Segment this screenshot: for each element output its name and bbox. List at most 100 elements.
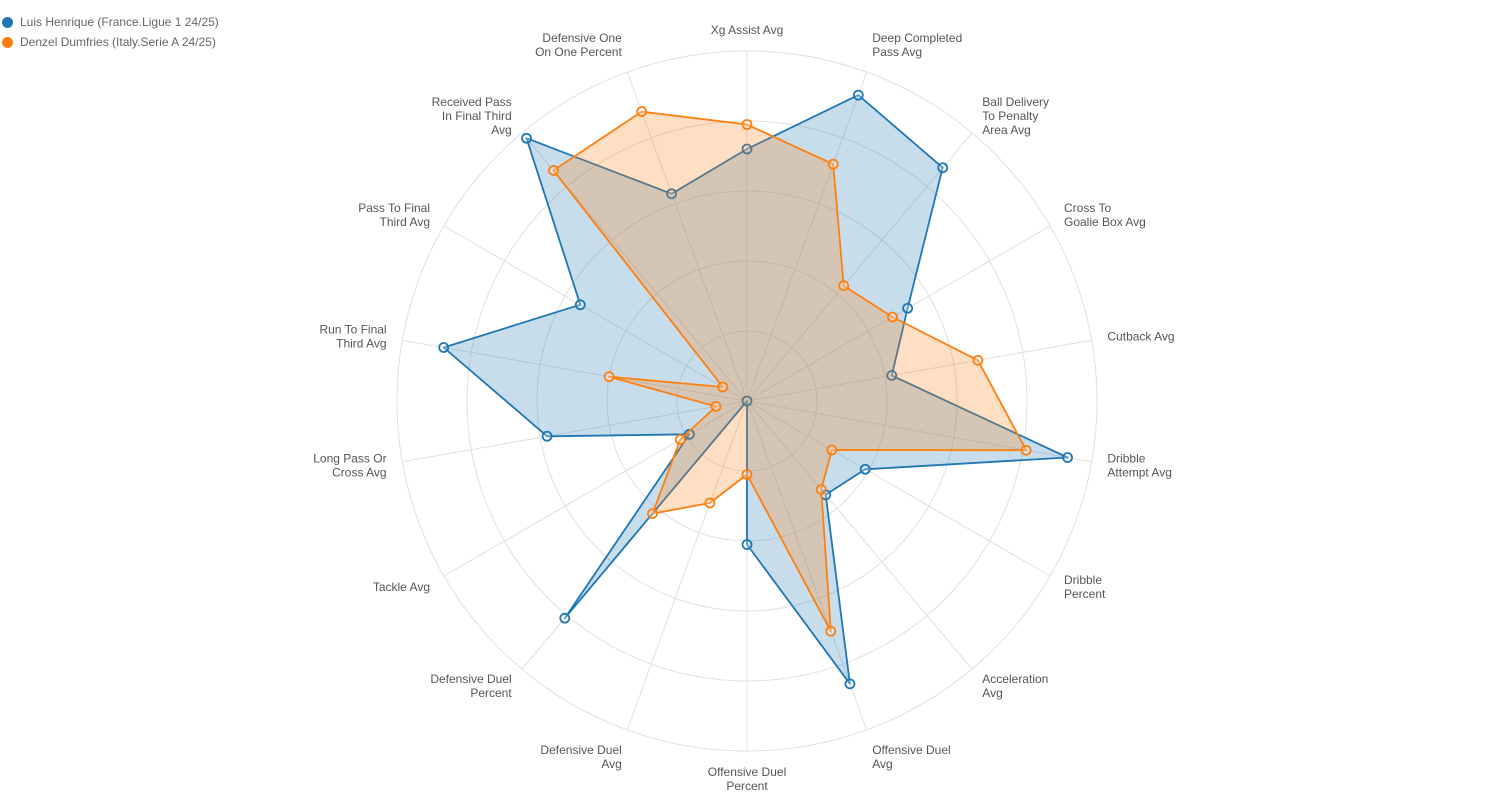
data-point-1-1 — [827, 158, 839, 170]
data-point-1-16 — [548, 165, 559, 176]
data-point-0-10 — [741, 395, 753, 407]
data-point-0-9 — [741, 539, 753, 550]
axis-spoke — [746, 400, 1092, 463]
axis-label-line: Ball Delivery — [982, 95, 1049, 109]
axis-labels: Xg Assist Avg Deep Completed Pass Avg Ball … — [313, 23, 1174, 793]
axis-label-line: Avg — [491, 123, 511, 137]
data-point-0-14 — [438, 342, 450, 353]
data-point-0-11 — [559, 612, 571, 624]
axis-label-line: Pass To Final — [358, 201, 430, 215]
axis-label-line: Avg — [982, 686, 1002, 700]
data-point-1-11 — [647, 508, 658, 520]
axis-label-14: Run To Final Third Avg — [319, 322, 386, 350]
legend: Luis Henrique (France.Ligue 1 24/25) Den… — [2, 12, 219, 52]
data-point-1-2 — [838, 280, 850, 292]
axis-label-line: Cutback Avg — [1107, 329, 1174, 343]
data-point-1-17 — [636, 106, 648, 117]
axis-label-9: Offensive Duel Percent — [708, 765, 787, 793]
axis-label-line: To Penalty — [982, 109, 1038, 123]
axis-label-line: Cross Avg — [332, 466, 386, 480]
axis-label-line: In Final Third — [442, 109, 512, 123]
data-point-1-15 — [717, 381, 729, 393]
data-point-0-15 — [574, 299, 586, 311]
axis-label-12: Tackle Avg — [373, 580, 430, 594]
data-point-1-8 — [825, 625, 837, 637]
data-point-1-9 — [741, 469, 753, 480]
axis-spoke — [746, 132, 973, 402]
axis-spoke — [746, 400, 868, 731]
axis-label-line: Pass Avg — [872, 45, 922, 59]
axis-label-line: Offensive Duel — [708, 765, 787, 779]
data-point-1-0 — [741, 119, 753, 130]
legend-label-luis-henrique: Luis Henrique (France.Ligue 1 24/25) — [20, 15, 219, 29]
axis-label-line: Long Pass Or — [313, 452, 386, 466]
axis-label-line: Percent — [470, 686, 512, 700]
axis-label-line: Xg Assist Avg — [711, 23, 784, 37]
axis-label-line: Acceleration — [982, 672, 1048, 686]
axis-label-line: Third Avg — [380, 215, 430, 229]
legend-marker-luis-henrique — [2, 16, 13, 28]
data-point-0-5 — [1062, 452, 1073, 463]
axis-label-line: Area Avg — [982, 123, 1030, 137]
axis-label-0: Xg Assist Avg — [711, 23, 784, 37]
series-area-1 — [553, 111, 1027, 632]
axis-label-line: On One Percent — [535, 45, 622, 59]
axis-label-2: Ball Delivery To Penalty Area Avg — [982, 95, 1049, 137]
data-point-1-3 — [887, 311, 898, 323]
axis-label-line: Percent — [1064, 587, 1106, 601]
data-point-1-10 — [704, 497, 716, 509]
legend-item-denzel-dumfries[interactable]: Denzel Dumfries (Italy.Serie A 24/25) — [2, 32, 219, 52]
data-point-1-13 — [710, 401, 722, 412]
axis-label-line: Dribble — [1064, 573, 1102, 587]
data-point-1-12 — [674, 434, 686, 445]
data-point-1-7 — [815, 484, 827, 495]
axis-label-line: Goalie Box Avg — [1064, 215, 1146, 229]
axis-label-13: Long Pass Or Cross Avg — [313, 452, 386, 480]
axis-label-4: Cutback Avg — [1107, 329, 1174, 343]
axis-label-line: Deep Completed — [872, 31, 962, 45]
axis-spoke — [626, 400, 748, 731]
axis-label-line: Tackle Avg — [373, 580, 430, 594]
axis-spoke — [402, 339, 748, 402]
series-line-0 — [442, 94, 1069, 685]
axis-label-line: Offensive Duel — [872, 743, 951, 757]
legend-item-luis-henrique[interactable]: Luis Henrique (France.Ligue 1 24/25) — [2, 12, 219, 32]
axis-spoke — [402, 400, 748, 463]
data-point-1-14 — [603, 371, 615, 383]
data-point-0-1 — [852, 89, 864, 101]
axis-label-17: Defensive One On One Percent — [535, 31, 622, 59]
axis-label-line: Received Pass — [432, 95, 512, 109]
data-point-0-3 — [902, 302, 914, 314]
axis-spoke — [443, 225, 748, 402]
data-point-0-8 — [844, 678, 856, 690]
axis-label-10: Defensive Duel Avg — [540, 743, 621, 771]
axis-label-16: Received Pass In Final Third Avg — [432, 95, 512, 137]
axis-label-7: Acceleration Avg — [982, 672, 1048, 700]
axis-label-15: Pass To Final Third Avg — [358, 201, 430, 229]
axis-label-11: Defensive Duel Percent — [430, 672, 512, 700]
axis-label-line: Defensive Duel — [430, 672, 511, 686]
axis-spoke — [746, 400, 973, 670]
data-point-0-0 — [741, 143, 753, 155]
data-point-1-5 — [1020, 444, 1032, 456]
axis-spoke — [746, 339, 1092, 402]
axis-spoke — [746, 225, 1051, 402]
axis-label-line: Run To Final — [319, 322, 386, 336]
axis-label-line: Avg — [601, 757, 621, 771]
legend-label-denzel-dumfries: Denzel Dumfries (Italy.Serie A 24/25) — [20, 35, 216, 49]
data-point-1-6 — [826, 444, 838, 456]
axis-label-6: Dribble Percent — [1064, 573, 1106, 601]
data-point-0-13 — [541, 430, 553, 442]
series-layer — [438, 89, 1073, 690]
axis-label-5: Dribble Attempt Avg — [1107, 452, 1171, 480]
axis-label-line: Dribble — [1107, 452, 1145, 466]
legend-marker-denzel-dumfries — [2, 36, 13, 48]
series-area-0 — [443, 95, 1068, 684]
axis-label-line: Cross To — [1064, 201, 1111, 215]
data-point-0-16 — [521, 132, 532, 144]
data-point-0-2 — [937, 162, 949, 174]
axis-spoke — [443, 400, 748, 577]
axis-label-1: Deep Completed Pass Avg — [872, 31, 962, 59]
axis-label-line: Avg — [872, 757, 892, 771]
